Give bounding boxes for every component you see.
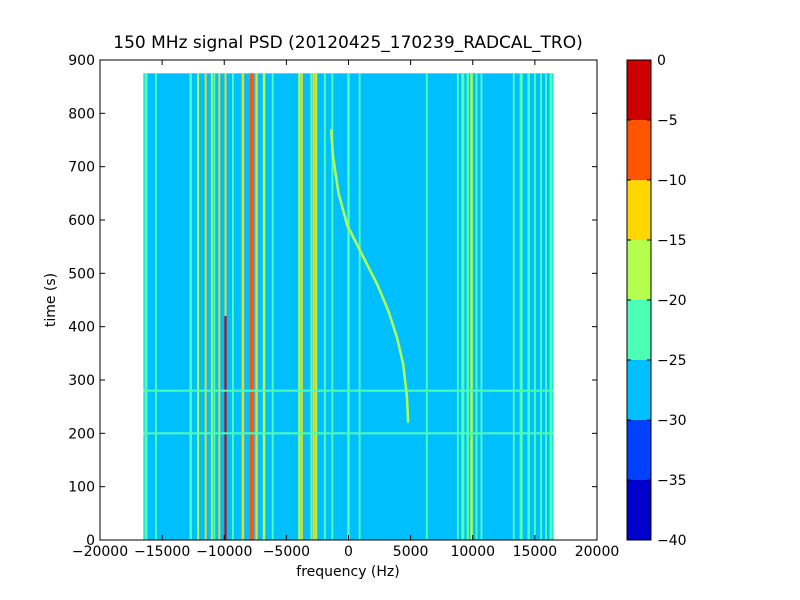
vertical-signal-line — [331, 73, 334, 540]
vertical-signal-line — [255, 73, 258, 540]
vertical-signal-line — [300, 73, 303, 540]
horizontal-interference-line — [143, 432, 554, 435]
plot-area: −20000 −15000 −10000 −5000 0 5000 10000 15000 20… — [68, 53, 619, 560]
vertical-signal-line — [218, 73, 221, 540]
y-axis-label: time (s) — [43, 273, 59, 327]
heatmap — [143, 73, 554, 540]
y-tick-label: 400 — [68, 320, 95, 336]
y-tick-label: 200 — [68, 426, 95, 442]
vertical-signal-line — [262, 73, 266, 540]
vertical-signal-line — [466, 73, 470, 540]
vertical-signal-line — [549, 73, 553, 540]
y-tick-label: 100 — [68, 480, 95, 496]
vertical-signal-line — [315, 73, 318, 540]
y-tick-label: 800 — [68, 106, 95, 122]
colorbar-tick-label: −15 — [657, 233, 687, 249]
colorbar-segment — [627, 120, 651, 180]
x-tick-label: −20000 — [72, 544, 128, 560]
x-tick-label: −5000 — [263, 544, 310, 560]
vertical-signal-line — [210, 73, 213, 540]
vertical-signal-line — [470, 73, 473, 540]
vertical-signal-line — [519, 73, 523, 540]
vertical-signal-line — [271, 73, 274, 540]
chirp-signal-trace — [329, 129, 410, 423]
y-tick-label: 300 — [68, 373, 95, 389]
vertical-signal-line — [241, 73, 245, 540]
colorbar-tick-label: 0 — [657, 53, 666, 69]
x-tick-label: 10000 — [450, 544, 495, 560]
vertical-signal-line — [312, 73, 315, 540]
vertical-signal-line — [323, 73, 326, 540]
vertical-signal-line — [224, 73, 227, 316]
y-tick-label: 500 — [68, 266, 95, 282]
colorbar-tick-label: −35 — [657, 473, 687, 489]
colorbar-tick-label: −5 — [657, 113, 678, 129]
vertical-signal-line — [189, 73, 192, 540]
vertical-signal-line — [475, 73, 478, 540]
vertical-signal-line — [480, 73, 483, 540]
colorbar-tick-label: −40 — [657, 533, 687, 549]
vertical-signal-line — [461, 73, 465, 540]
vertical-signal-line — [545, 73, 547, 540]
y-axis-ticks: 0 100 200 300 400 500 600 700 800 900 — [68, 53, 597, 549]
vertical-signal-line — [512, 73, 515, 540]
colorbar-tick-label: −30 — [657, 413, 687, 429]
vertical-signal-line — [213, 73, 216, 540]
colorbar-segment — [627, 60, 651, 120]
vertical-signal-line — [527, 73, 530, 540]
y-tick-label: 600 — [68, 213, 95, 229]
x-tick-label: −15000 — [134, 544, 190, 560]
colorbar-tick-label: −10 — [657, 173, 687, 189]
x-tick-label: 5000 — [393, 544, 429, 560]
vertical-signal-line — [298, 73, 301, 540]
vertical-signal-line — [224, 316, 227, 540]
colorbar-segment — [627, 480, 651, 540]
chart-title: 150 MHz signal PSD (20120425_170239_RADC… — [113, 33, 582, 53]
x-tick-label: 0 — [344, 544, 353, 560]
vertical-signal-line — [425, 73, 428, 540]
vertical-signal-line — [456, 73, 459, 540]
colorbar-segment — [627, 180, 651, 240]
colorbar-segment — [627, 300, 651, 360]
colorbar-segment — [627, 360, 651, 420]
y-tick-label: 900 — [68, 53, 95, 69]
horizontal-interference-line — [143, 389, 554, 392]
colorbar-tick-label: −25 — [657, 353, 687, 369]
x-tick-label: 15000 — [513, 544, 558, 560]
y-tick-label: 700 — [68, 160, 95, 176]
vertical-signal-line — [144, 73, 148, 540]
x-axis-ticks: −20000 −15000 −10000 −5000 0 5000 10000 15000 20… — [72, 60, 619, 560]
colorbar-tick-label: −20 — [657, 293, 687, 309]
vertical-signal-line — [232, 73, 234, 540]
colorbar: 0 −5 −10 −15 −20 −25 −30 −35 −40 — [626, 53, 687, 549]
vertical-signal-line — [197, 73, 200, 540]
x-tick-label: −10000 — [196, 544, 252, 560]
vertical-signal-line — [310, 73, 313, 540]
vertical-signal-line — [533, 73, 536, 540]
vertical-signal-line — [347, 73, 350, 540]
x-tick-label: 20000 — [575, 544, 620, 560]
x-axis-label: frequency (Hz) — [296, 564, 399, 580]
vertical-signal-line — [250, 73, 254, 540]
colorbar-segment — [627, 240, 651, 300]
vertical-signal-line — [154, 73, 157, 540]
vertical-signal-line — [540, 73, 543, 540]
vertical-signal-line — [358, 73, 361, 540]
vertical-signal-line — [204, 73, 207, 540]
y-tick-label: 0 — [86, 533, 95, 549]
colorbar-segment — [627, 420, 651, 480]
